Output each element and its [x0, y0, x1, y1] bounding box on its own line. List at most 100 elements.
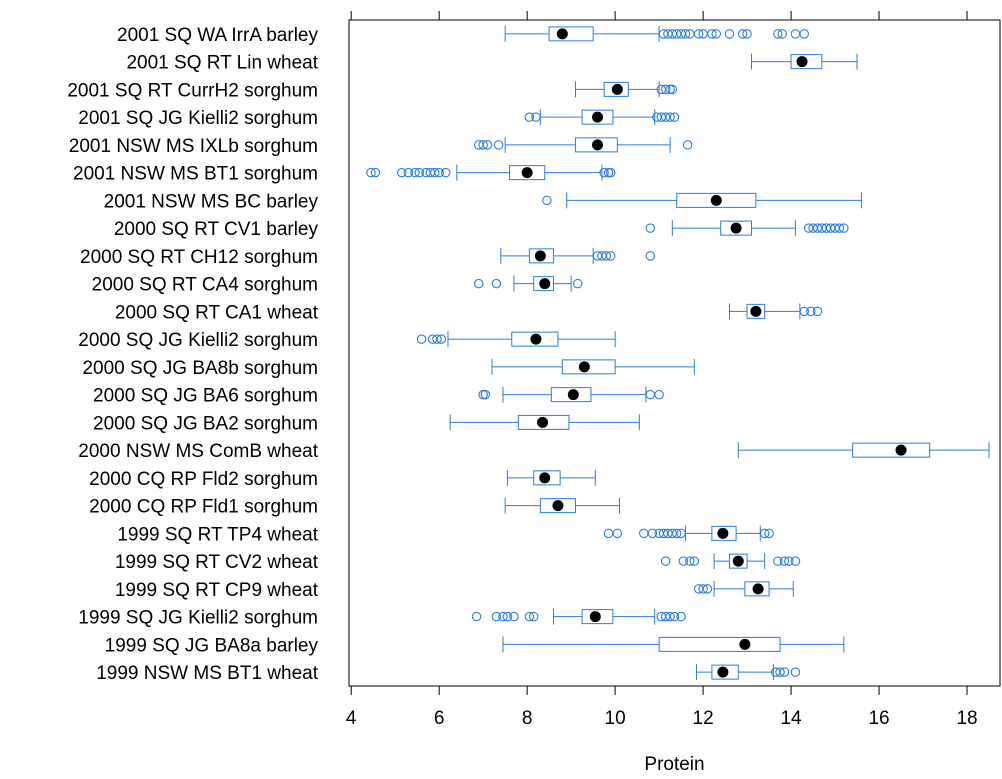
outlier-point — [759, 528, 770, 539]
outlier-point — [502, 611, 513, 622]
median-point — [552, 500, 564, 512]
outlier-point — [410, 167, 420, 178]
outlier-point — [441, 167, 451, 178]
category-label: 1999 SQ RT TP4 wheat — [117, 524, 318, 545]
outlier-point — [839, 223, 849, 233]
category-label: 2000 SQ JG BA8b sorghum — [82, 358, 318, 379]
box — [658, 636, 781, 652]
outlier-point — [432, 334, 442, 344]
outlier-point — [397, 167, 407, 178]
outlier-point — [685, 556, 695, 566]
outlier-point — [834, 223, 845, 233]
box — [790, 54, 823, 70]
outlier-point — [711, 29, 722, 39]
median-point — [592, 139, 604, 151]
category-label: 2000 CQ RP Fld1 sorghum — [89, 497, 318, 518]
outlier-point — [605, 167, 616, 178]
outlier-point — [680, 29, 691, 39]
outlier-point — [601, 251, 612, 261]
box — [517, 414, 570, 430]
box — [528, 248, 555, 264]
outlier-point — [542, 195, 552, 206]
outlier-point — [790, 667, 801, 677]
outlier-point — [531, 112, 541, 122]
category-label: 2001 SQ JG Kielli2 sorghum — [78, 108, 318, 129]
median-point — [717, 666, 729, 678]
outlier-point — [434, 167, 444, 178]
outlier-point — [779, 667, 790, 677]
category-label: 2000 SQ JG Kielli2 sorghum — [78, 330, 318, 351]
category-labels: 2001 SQ WA IrrA barley 2001 SQ RT Lin whe… — [67, 25, 318, 684]
x-tick-label: 14 — [780, 708, 802, 729]
median-point — [730, 222, 742, 234]
box — [720, 220, 752, 236]
box-row — [542, 192, 862, 209]
box — [728, 553, 748, 569]
outlier-point — [724, 29, 735, 39]
box — [509, 165, 546, 181]
outlier-point — [491, 278, 502, 289]
outlier-point — [528, 611, 539, 622]
outlier-point — [645, 251, 656, 261]
outlier-point — [702, 584, 713, 594]
median-point — [739, 638, 751, 650]
category-label: 2000 SQ RT CA4 sorghum — [92, 275, 318, 296]
outlier-point — [799, 306, 810, 317]
outlier-point — [676, 611, 686, 622]
plot-frame — [348, 19, 1001, 687]
outlier-point — [665, 611, 675, 622]
outlier-point — [430, 167, 440, 178]
outlier-point — [665, 112, 675, 122]
outlier-point — [645, 223, 656, 233]
median-point — [611, 83, 623, 95]
category-label: 2001 NSW MS BC barley — [104, 191, 319, 212]
median-point — [530, 333, 542, 345]
box-row — [474, 136, 693, 153]
median-point — [796, 56, 808, 68]
outlier-point — [784, 556, 794, 566]
box — [746, 303, 766, 319]
box-row — [474, 275, 583, 292]
box-row — [449, 414, 640, 431]
outlier-point — [638, 528, 649, 539]
median-point — [537, 416, 549, 428]
box-row — [695, 664, 801, 681]
box — [744, 581, 770, 597]
box — [581, 109, 614, 125]
box — [676, 192, 757, 208]
box — [533, 470, 561, 486]
outlier-point — [660, 556, 671, 566]
box — [533, 276, 555, 292]
box-row — [504, 497, 621, 514]
outlier-point — [493, 140, 504, 150]
outlier-point — [524, 112, 535, 122]
outlier-point — [790, 556, 801, 566]
box — [603, 81, 629, 97]
median-point — [895, 444, 907, 456]
x-tick-label: 8 — [522, 708, 533, 729]
category-label: 1999 NSW MS BT1 wheat — [96, 663, 318, 684]
outlier-point — [676, 528, 686, 539]
outlier-point — [799, 29, 810, 39]
category-label: 2000 SQ RT CA1 wheat — [115, 302, 319, 323]
outlier-point — [693, 29, 704, 39]
x-tick-label: 6 — [434, 708, 445, 729]
box-row — [416, 331, 616, 348]
box-row — [506, 469, 596, 486]
box-row — [575, 81, 678, 98]
outlier-point — [366, 167, 376, 178]
x-axis-title: Protein — [644, 754, 704, 775]
outlier-point — [669, 112, 680, 122]
outlier-point — [414, 167, 425, 178]
outlier-point — [667, 84, 678, 95]
outlier-point — [707, 29, 717, 39]
category-label: 2001 SQ RT Lin wheat — [126, 53, 318, 74]
category-label: 2001 SQ RT CurrH2 sorghum — [67, 80, 318, 101]
outlier-point — [599, 167, 609, 178]
category-label: 2000 SQ RT CV1 barley — [114, 219, 319, 240]
outlier-point — [491, 611, 502, 622]
category-label: 1999 SQ JG BA8a barley — [105, 635, 319, 656]
box-row — [603, 525, 774, 542]
x-tick-label: 10 — [605, 708, 626, 729]
outlier-point — [509, 611, 519, 622]
